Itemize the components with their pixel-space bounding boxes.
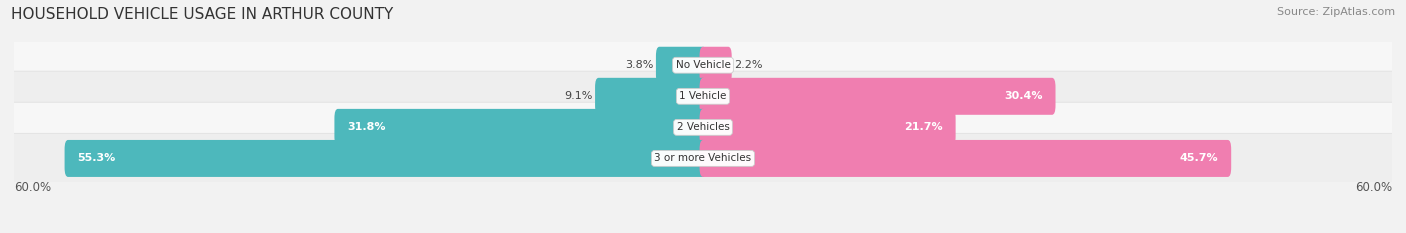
FancyBboxPatch shape <box>10 40 1396 90</box>
FancyBboxPatch shape <box>700 78 1056 115</box>
Text: 30.4%: 30.4% <box>1004 91 1043 101</box>
Text: 9.1%: 9.1% <box>564 91 593 101</box>
FancyBboxPatch shape <box>10 102 1396 153</box>
Text: 2 Vehicles: 2 Vehicles <box>676 122 730 132</box>
Text: 3.8%: 3.8% <box>626 60 654 70</box>
FancyBboxPatch shape <box>657 47 706 84</box>
Text: 60.0%: 60.0% <box>14 181 51 194</box>
Text: 1 Vehicle: 1 Vehicle <box>679 91 727 101</box>
Text: Source: ZipAtlas.com: Source: ZipAtlas.com <box>1277 7 1395 17</box>
Text: 31.8%: 31.8% <box>347 122 385 132</box>
Text: 3 or more Vehicles: 3 or more Vehicles <box>654 154 752 163</box>
Legend: Owner-occupied, Renter-occupied: Owner-occupied, Renter-occupied <box>575 230 831 233</box>
FancyBboxPatch shape <box>10 71 1396 121</box>
Text: 45.7%: 45.7% <box>1180 154 1219 163</box>
FancyBboxPatch shape <box>700 140 1232 177</box>
Text: 60.0%: 60.0% <box>1355 181 1392 194</box>
FancyBboxPatch shape <box>700 109 956 146</box>
Text: HOUSEHOLD VEHICLE USAGE IN ARTHUR COUNTY: HOUSEHOLD VEHICLE USAGE IN ARTHUR COUNTY <box>11 7 394 22</box>
Text: 55.3%: 55.3% <box>77 154 115 163</box>
Text: 2.2%: 2.2% <box>734 60 762 70</box>
Text: 21.7%: 21.7% <box>904 122 943 132</box>
Text: No Vehicle: No Vehicle <box>675 60 731 70</box>
FancyBboxPatch shape <box>10 133 1396 184</box>
FancyBboxPatch shape <box>335 109 706 146</box>
FancyBboxPatch shape <box>700 47 731 84</box>
FancyBboxPatch shape <box>595 78 706 115</box>
FancyBboxPatch shape <box>65 140 706 177</box>
